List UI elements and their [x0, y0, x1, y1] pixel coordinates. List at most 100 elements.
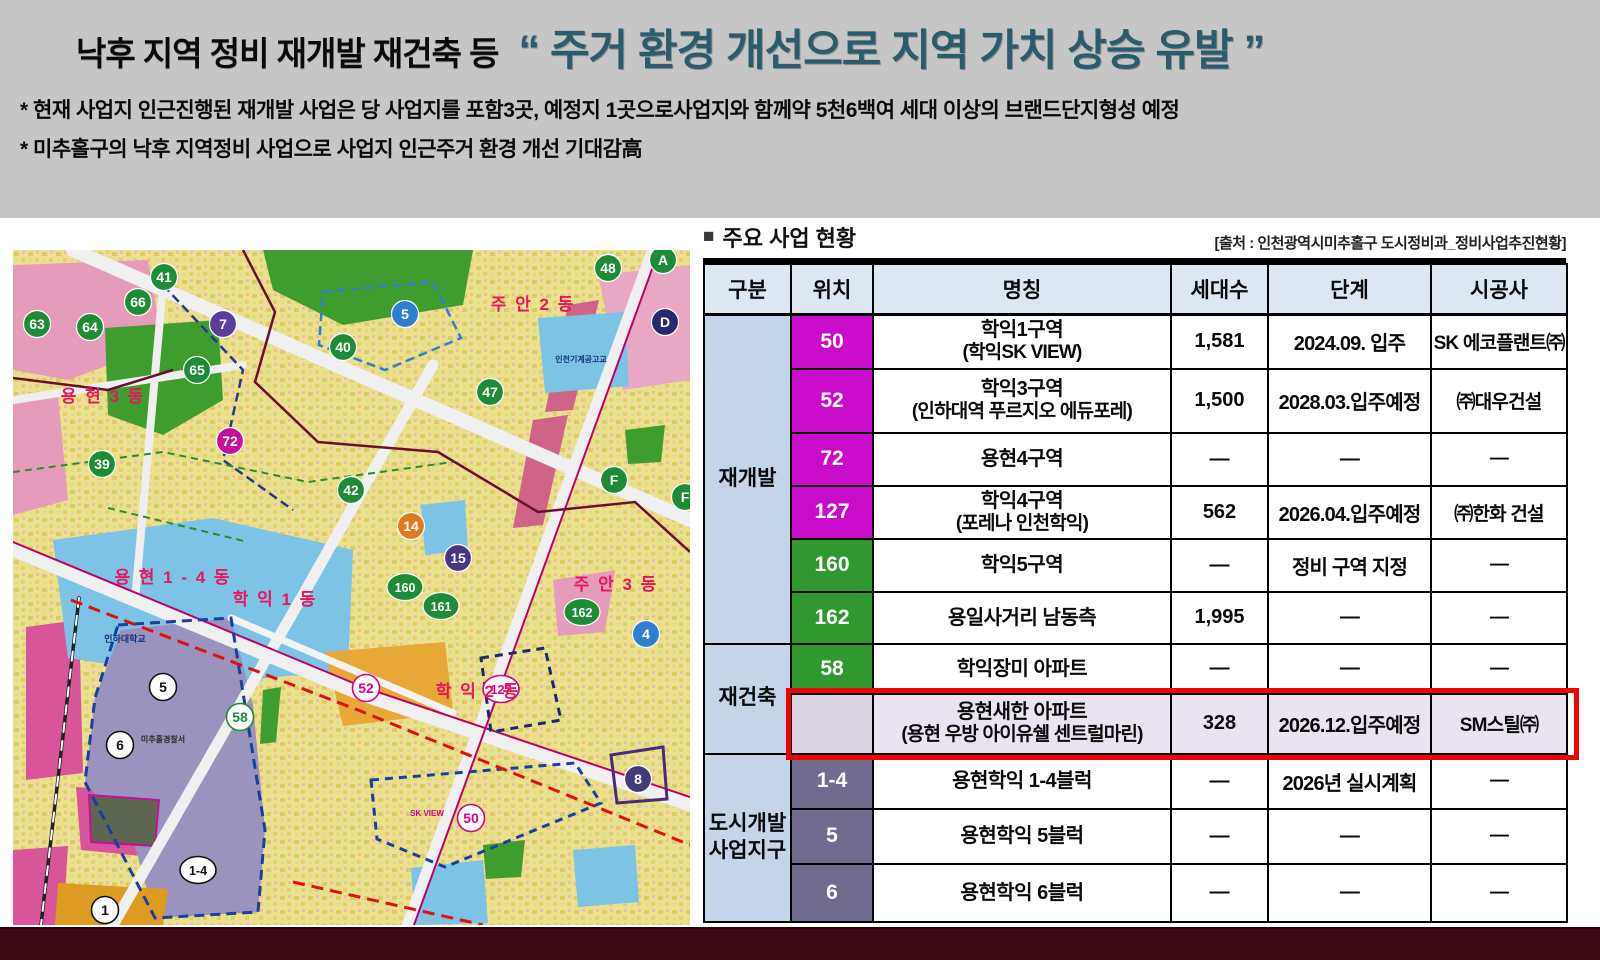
- map-marker-162: 162: [563, 597, 601, 627]
- map-marker-4: 4: [631, 619, 661, 649]
- map-marker-40: 40: [328, 332, 358, 362]
- district-label: 주 안 2 동: [491, 295, 576, 314]
- svg-text:1: 1: [101, 902, 109, 918]
- svg-text:47: 47: [482, 384, 498, 400]
- builder-cell: ㈜한화 건설: [1430, 484, 1568, 540]
- header-band: 낙후 지역 정비 재개발 재건축 등 “ 주거 환경 개선으로 지역 가치 상승…: [0, 0, 1600, 218]
- map-zones: [13, 250, 690, 925]
- map-boundaries: [13, 250, 690, 925]
- map-marker-7: 7: [208, 309, 238, 339]
- svg-text:5: 5: [401, 306, 409, 322]
- stage-cell: —: [1267, 862, 1432, 923]
- builder-cell: ㈜대우건설: [1430, 367, 1568, 434]
- map-marker-52: 52: [351, 673, 381, 703]
- builder-cell: —: [1430, 752, 1568, 810]
- map-marker-14: 14: [396, 511, 426, 541]
- svg-text:7: 7: [219, 316, 227, 332]
- svg-text:161: 161: [431, 600, 452, 614]
- svg-text:52: 52: [358, 680, 374, 696]
- location-cell: 50: [790, 313, 874, 370]
- table-header-row: ■ 주요 사업 현황 [출처 : 인천광역시미추홀구 도시정비과_정비사업추진현…: [703, 226, 1566, 263]
- page-title-quote: “ 주거 환경 개선으로 지역 가치 상승 유발 ”: [518, 27, 1266, 75]
- name-cell: 용현새한 아파트 (용현 우방 아이유쉘 센트럴마린): [872, 692, 1172, 755]
- map-small-label: SK VIEW: [410, 809, 444, 818]
- name-cell: 학익5구역: [872, 537, 1172, 593]
- stage-cell: —: [1267, 431, 1432, 487]
- units-cell: 328: [1170, 692, 1269, 755]
- svg-text:64: 64: [82, 319, 98, 335]
- units-cell: —: [1170, 431, 1269, 487]
- units-cell: 1,581: [1170, 313, 1269, 370]
- category-cell: 도시개발 사업지구: [703, 752, 792, 923]
- svg-text:39: 39: [94, 456, 110, 472]
- builder-cell: —: [1430, 537, 1568, 593]
- svg-text:127: 127: [491, 683, 512, 697]
- svg-text:162: 162: [572, 606, 593, 620]
- district-label: 학 익 2 동: [436, 682, 521, 701]
- builder-cell: —: [1430, 862, 1568, 923]
- stage-cell: 2026.04.입주예정: [1267, 484, 1432, 540]
- units-cell: 1,500: [1170, 367, 1269, 434]
- svg-text:58: 58: [232, 709, 248, 725]
- name-cell: 용현학익 6블럭: [872, 862, 1172, 923]
- svg-text:1-4: 1-4: [189, 864, 207, 878]
- name-cell: 용현학익 5블럭: [872, 807, 1172, 865]
- units-cell: —: [1170, 807, 1269, 865]
- map-small-label: 인하대학교: [104, 633, 145, 644]
- map-marker-F: F: [599, 465, 629, 495]
- page-title: 낙후 지역 정비 재개발 재건축 등 “ 주거 환경 개선으로 지역 가치 상승…: [0, 0, 1600, 78]
- location-cell: 160: [790, 537, 874, 593]
- stage-cell: 정비 구역 지정: [1267, 537, 1432, 593]
- column-header: 시공사: [1430, 263, 1568, 316]
- square-bullet-icon: ■: [703, 226, 715, 247]
- table-row: 도시개발 사업지구 1-4 용현학익 1-4블럭 —2026년 실시계획 —: [703, 752, 1568, 923]
- district-label: 용 현 3 동: [61, 387, 146, 406]
- page-title-black: 낙후 지역 정비 재개발 재건축 등: [76, 35, 500, 72]
- table-row: 72 용현4구역 — — —: [704, 431, 1568, 487]
- table-row: 160 학익5구역 — 정비 구역 지정 —: [704, 537, 1568, 593]
- svg-text:160: 160: [395, 581, 416, 595]
- stage-cell: 2024.09. 입주: [1267, 313, 1432, 370]
- bottom-bar: [0, 927, 1600, 960]
- name-cell: 학익1구역 (학익SK VIEW): [872, 313, 1172, 370]
- svg-text:5: 5: [159, 679, 167, 695]
- svg-text:4: 4: [642, 626, 650, 642]
- table-row: 용현새한 아파트 (용현 우방 아이유쉘 센트럴마린) 328 2026.12.입주예…: [704, 692, 1568, 755]
- units-cell: —: [1170, 862, 1269, 923]
- location-cell: 58: [790, 642, 874, 695]
- location-cell: 127: [790, 484, 874, 540]
- units-cell: —: [1170, 537, 1269, 593]
- project-status-section: ■ 주요 사업 현황 [출처 : 인천광역시미추홀구 도시정비과_정비사업추진현…: [703, 226, 1579, 923]
- name-cell: 학익3구역 (인하대역 푸르지오 에듀포레): [872, 367, 1172, 434]
- location-cell: 6: [790, 862, 874, 923]
- stage-cell: 2026.12.입주예정: [1267, 692, 1432, 755]
- table-row: 재건축 58 학익장미 아파트 — — —: [703, 642, 1568, 755]
- units-cell: 562: [1170, 484, 1269, 540]
- location-cell: [790, 692, 874, 755]
- svg-text:50: 50: [463, 810, 479, 826]
- stage-cell: —: [1267, 807, 1432, 865]
- svg-text:A: A: [658, 252, 668, 268]
- district-label: 용 현 1 - 4 동: [114, 568, 231, 587]
- map-marker-F: F: [670, 482, 690, 512]
- svg-text:15: 15: [450, 550, 466, 566]
- table-row: 재개발 50 학익1구역 (학익SK VIEW) 1,581 2024.09. 입주 SK …: [703, 313, 1568, 645]
- location-cell: 72: [790, 431, 874, 487]
- svg-text:8: 8: [634, 771, 642, 787]
- name-cell: 용현학익 1-4블럭: [872, 752, 1172, 810]
- column-header: 구분: [703, 263, 792, 316]
- map-marker-48: 48: [593, 253, 623, 283]
- map-marker-127: 127: [482, 674, 520, 704]
- header-bullets: * 현재 사업지 인근진행된 재개발 사업은 당 사업지를 포함3곳, 예정지 …: [0, 78, 1600, 170]
- units-cell: —: [1170, 642, 1269, 695]
- name-cell: 학익장미 아파트: [872, 642, 1172, 695]
- name-cell: 용현4구역: [872, 431, 1172, 487]
- table-row: 162 용일사거리 남동측 1,995— —: [704, 590, 1568, 645]
- table-header: 구분 위치 명칭 세대수 단계 시공사: [703, 263, 1568, 316]
- builder-cell: SK 에코플랜트㈜: [1430, 313, 1568, 370]
- map-marker-A: A: [648, 250, 678, 275]
- builder-cell: SM스틸㈜: [1430, 692, 1568, 755]
- map-marker-160: 160: [386, 572, 424, 602]
- table-row: 52 학익3구역 (인하대역 푸르지오 에듀포레) 1,500 2028.03.입주예정…: [704, 367, 1568, 434]
- svg-text:72: 72: [222, 433, 238, 449]
